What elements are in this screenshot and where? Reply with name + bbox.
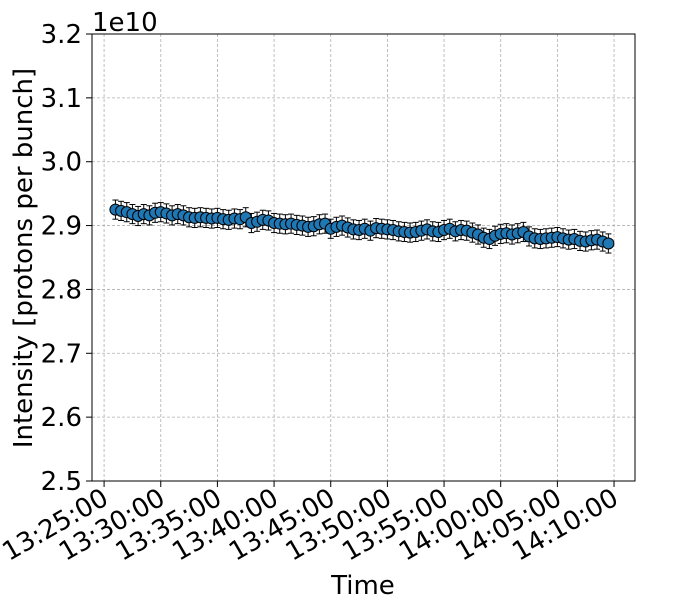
- y-offset-label: 1e10: [92, 8, 158, 38]
- x-axis-label: Time: [330, 571, 395, 601]
- y-tick-label: 2.5: [41, 467, 82, 497]
- plot-frame: [91, 33, 636, 482]
- y-axis-label: Intensity [protons per bunch]: [9, 68, 39, 448]
- y-tick-label: 2.6: [41, 403, 82, 433]
- y-tick-label: 2.9: [41, 212, 82, 242]
- data-point: [602, 237, 615, 250]
- y-tick-label: 3.2: [41, 20, 82, 50]
- y-tick-label: 2.7: [41, 339, 82, 369]
- y-tick-label: 3.1: [41, 84, 82, 114]
- y-tick-label: 3.0: [41, 148, 82, 178]
- y-tick-label: 2.8: [41, 275, 82, 305]
